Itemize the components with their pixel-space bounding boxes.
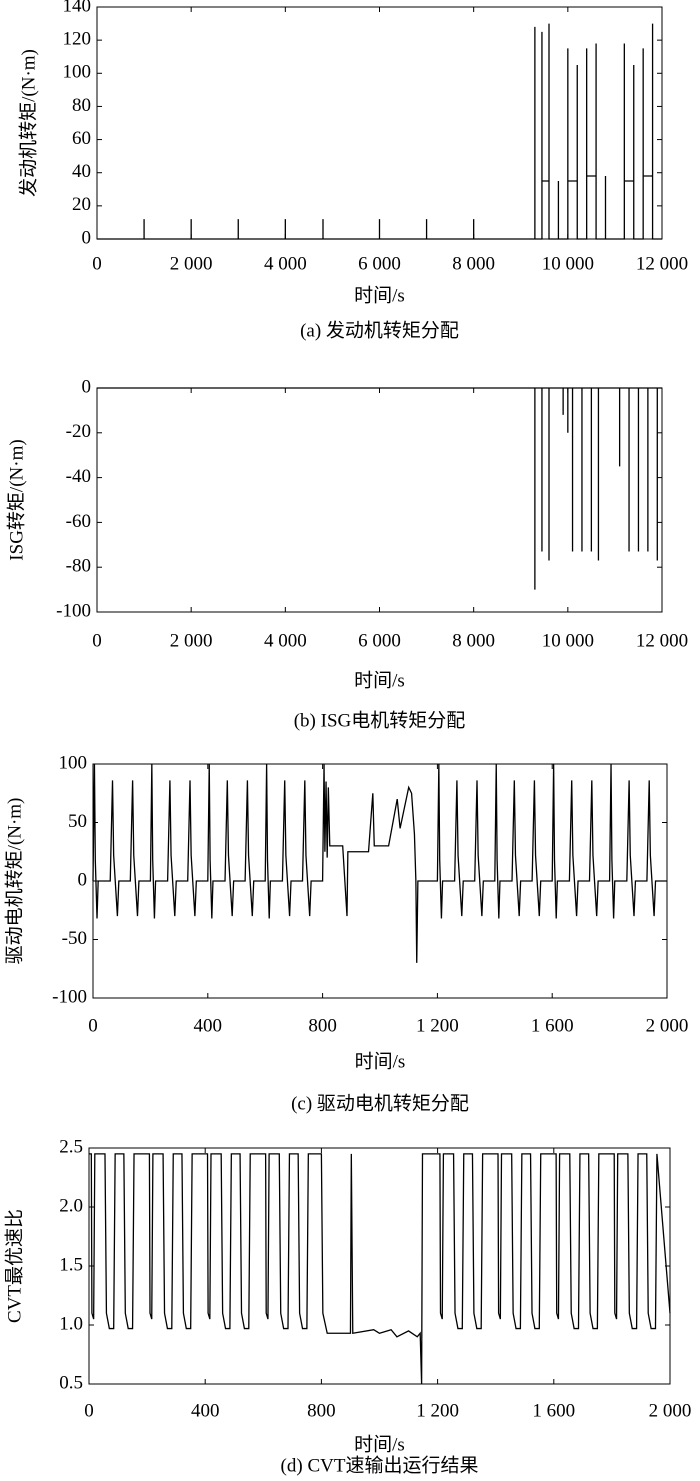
- x-tick-label: 0: [88, 1015, 98, 1036]
- y-tick-label: 1.5: [59, 1254, 83, 1275]
- x-tick-label: 1 200: [416, 1400, 459, 1421]
- x-tick-label: 6 000: [358, 630, 401, 651]
- x-tick-label: 2 000: [649, 1400, 692, 1421]
- x-axis-label: 时间/s: [354, 1433, 405, 1455]
- x-tick-label: 12 000: [636, 253, 688, 274]
- x-tick-label: 1 200: [416, 1015, 459, 1036]
- x-tick-label: 2 000: [170, 630, 213, 651]
- y-tick-label: 0.5: [59, 1372, 83, 1393]
- y-tick-label: 80: [72, 95, 91, 116]
- plot-frame: [96, 387, 663, 613]
- x-axis-label: 时间/s: [355, 1050, 406, 1072]
- y-tick-label: 100: [59, 752, 88, 773]
- y-tick-label: 120: [63, 29, 92, 50]
- y-tick-label: -50: [62, 928, 87, 949]
- x-tick-label: 10 000: [542, 630, 594, 651]
- y-tick-label: -40: [66, 466, 91, 487]
- y-tick-label: 0: [82, 227, 92, 248]
- caption: (d) CVT速输出运行结果: [281, 1454, 479, 1476]
- x-tick-label: 8 000: [452, 630, 495, 651]
- x-axis-label: 时间/s: [354, 669, 405, 691]
- x-tick-label: 0: [92, 253, 102, 274]
- y-tick-label: -60: [66, 511, 91, 532]
- y-axis-label: ISG转矩/(N·m): [5, 439, 27, 560]
- y-tick-label: 0: [78, 869, 88, 890]
- data-line: [97, 387, 662, 590]
- x-tick-label: 12 000: [636, 630, 688, 651]
- y-tick-label: 1.0: [59, 1313, 83, 1334]
- y-tick-label: 0: [82, 376, 92, 397]
- x-tick-label: 4 000: [264, 630, 307, 651]
- x-tick-label: 6 000: [358, 253, 401, 274]
- caption: (b) ISG电机转矩分配: [294, 709, 466, 731]
- y-tick-label: -80: [66, 556, 91, 577]
- y-tick-label: 100: [63, 62, 92, 83]
- y-tick-label: 60: [72, 128, 91, 149]
- y-tick-label: 50: [68, 811, 87, 832]
- y-tick-label: 140: [63, 0, 92, 16]
- x-tick-label: 400: [194, 1015, 223, 1036]
- plot-frame: [88, 1147, 671, 1385]
- x-axis-label: 时间/s: [354, 284, 405, 306]
- y-tick-label: -100: [52, 986, 87, 1007]
- y-tick-label: 2.5: [59, 1136, 83, 1157]
- y-tick-label: 2.0: [59, 1195, 83, 1216]
- y-tick-label: -20: [66, 421, 91, 442]
- y-axis-label: 发动机转矩/(N·m): [17, 49, 39, 197]
- caption: (c) 驱动电机转矩分配: [291, 1092, 469, 1114]
- x-tick-label: 8 000: [452, 253, 495, 274]
- data-line: [89, 1153, 671, 1385]
- y-axis-label: CVT最优速比: [3, 1209, 25, 1323]
- data-line: [97, 23, 662, 240]
- x-tick-label: 0: [84, 1400, 94, 1421]
- data-line: [92, 763, 667, 963]
- y-tick-label: 20: [72, 194, 91, 215]
- y-axis-label: 驱动电机转矩/(N·m): [3, 798, 25, 965]
- y-tick-label: -100: [56, 600, 91, 621]
- x-tick-label: 1 600: [532, 1400, 575, 1421]
- x-tick-label: 0: [92, 630, 102, 651]
- y-tick-label: 40: [72, 161, 91, 182]
- x-tick-label: 4 000: [264, 253, 307, 274]
- x-tick-label: 10 000: [542, 253, 594, 274]
- x-tick-label: 2 000: [170, 253, 213, 274]
- x-tick-label: 800: [307, 1400, 336, 1421]
- caption: (a) 发动机转矩分配: [300, 319, 459, 341]
- x-tick-label: 400: [191, 1400, 220, 1421]
- x-tick-label: 1 600: [531, 1015, 574, 1036]
- x-tick-label: 800: [308, 1015, 337, 1036]
- x-tick-label: 2 000: [646, 1015, 689, 1036]
